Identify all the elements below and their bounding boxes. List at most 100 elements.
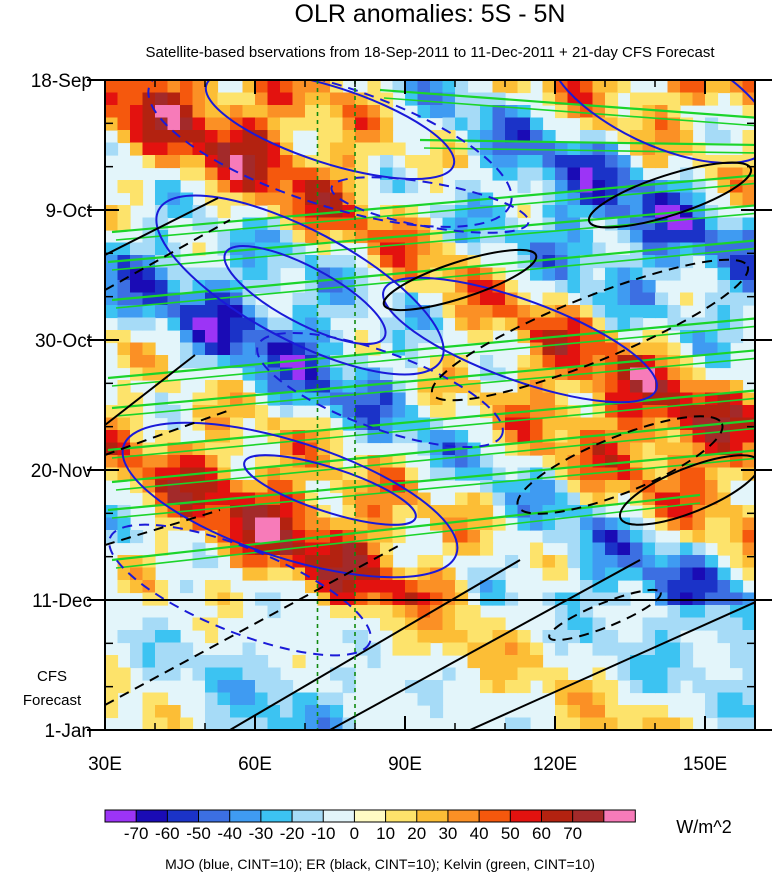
heatmap-cell <box>680 717 694 730</box>
colorbar-swatch <box>509 809 543 823</box>
heatmap-cell <box>567 267 581 281</box>
heatmap-cell <box>705 305 719 319</box>
heatmap-cell <box>542 530 556 544</box>
heatmap-cell <box>430 142 444 156</box>
heatmap-cell <box>230 692 244 706</box>
heatmap-cell <box>305 80 319 94</box>
heatmap-cell <box>567 155 581 169</box>
heatmap-cell <box>342 555 356 569</box>
heatmap-cell <box>705 130 719 144</box>
heatmap-cell <box>642 467 656 481</box>
heatmap-cell <box>480 680 494 694</box>
kelvin-contour <box>115 427 755 491</box>
heatmap-cell <box>692 330 706 344</box>
heatmap-cell <box>705 580 719 594</box>
heatmap-cell <box>742 605 755 619</box>
heatmap-cell <box>292 92 306 106</box>
heatmap-cell <box>592 180 606 194</box>
heatmap-cell <box>405 605 419 619</box>
heatmap-cell <box>492 205 506 219</box>
heatmap-cell <box>342 605 356 619</box>
heatmap-cell <box>255 367 269 381</box>
heatmap-cell <box>130 117 144 131</box>
heatmap-cell <box>455 492 469 506</box>
heatmap-cell <box>655 655 669 669</box>
heatmap-cell <box>255 405 269 419</box>
heatmap-cell <box>630 667 644 681</box>
heatmap-cell <box>480 655 494 669</box>
heatmap-cell <box>405 92 419 106</box>
heatmap-cell <box>730 167 744 181</box>
heatmap-cell <box>442 105 456 119</box>
heatmap-cell <box>267 417 281 431</box>
heatmap-cell <box>530 667 544 681</box>
heatmap-cell <box>255 267 269 281</box>
heatmap-cell <box>605 542 619 556</box>
heatmap-cell <box>317 105 331 119</box>
heatmap-cell <box>630 680 644 694</box>
heatmap-cell <box>680 80 694 94</box>
heatmap-cell <box>642 105 656 119</box>
heatmap-cell <box>155 80 169 94</box>
heatmap-cell <box>567 542 581 556</box>
heatmap-cell <box>380 405 394 419</box>
heatmap-cell <box>667 117 681 131</box>
kelvin-contour <box>107 449 755 512</box>
heatmap-cell <box>442 305 456 319</box>
er-contour <box>587 161 753 229</box>
heatmap-cell <box>267 680 281 694</box>
heatmap-cell <box>230 655 244 669</box>
heatmap-cell <box>742 80 755 94</box>
y-tick-label: 9-Oct <box>46 201 93 222</box>
er-contour <box>105 509 221 546</box>
heatmap-cell <box>680 667 694 681</box>
heatmap-cell <box>380 242 394 256</box>
heatmap-cell <box>130 142 144 156</box>
heatmap-cell <box>630 317 644 331</box>
heatmap-cell <box>455 217 469 231</box>
heatmap-cell <box>592 117 606 131</box>
heatmap-cell <box>192 80 206 94</box>
heatmap-cell <box>742 292 755 306</box>
heatmap-cell <box>117 117 131 131</box>
heatmap-cell <box>130 580 144 594</box>
heatmap-cell <box>517 442 531 456</box>
heatmap-cell <box>555 455 569 469</box>
heatmap-cell <box>692 567 706 581</box>
heatmap-cell <box>242 680 256 694</box>
heatmap-cell <box>305 467 319 481</box>
heatmap-cell <box>130 317 144 331</box>
heatmap-cell <box>430 355 444 369</box>
heatmap-cell <box>542 317 556 331</box>
heatmap-cell <box>592 692 606 706</box>
heatmap-cell <box>317 205 331 219</box>
heatmap-cell <box>655 442 669 456</box>
heatmap-cell <box>392 305 406 319</box>
heatmap-cell <box>580 142 594 156</box>
heatmap-cell <box>242 80 256 94</box>
heatmap-cell <box>592 242 606 256</box>
heatmap-cell <box>405 417 419 431</box>
heatmap-cell <box>730 242 744 256</box>
heatmap-cell <box>367 492 381 506</box>
heatmap-cell <box>517 667 531 681</box>
heatmap-cell <box>455 117 469 131</box>
heatmap-cell <box>142 667 156 681</box>
heatmap-cell <box>142 317 156 331</box>
heatmap-cell <box>367 505 381 519</box>
heatmap-cell <box>655 617 669 631</box>
heatmap-cell <box>305 517 319 531</box>
heatmap-cell <box>642 130 656 144</box>
heatmap-cell <box>655 230 669 244</box>
mjo-contour <box>382 276 658 404</box>
heatmap-cell <box>655 405 669 419</box>
heatmap-cell <box>617 405 631 419</box>
heatmap-cell <box>630 92 644 106</box>
heatmap-cell <box>380 505 394 519</box>
heatmap-cell <box>667 617 681 631</box>
heatmap-cell <box>655 117 669 131</box>
heatmap-cell <box>480 330 494 344</box>
heatmap-cell <box>705 605 719 619</box>
heatmap-cell <box>230 105 244 119</box>
heatmap-cell <box>130 92 144 106</box>
